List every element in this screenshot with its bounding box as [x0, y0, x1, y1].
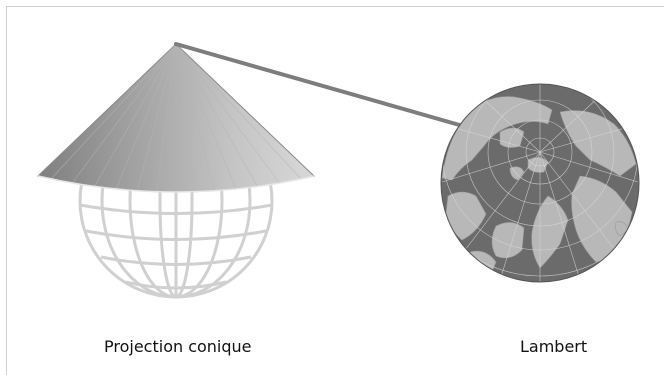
projection-cone: [36, 43, 316, 193]
connector-line: [174, 42, 472, 130]
figure-frame: [6, 6, 664, 375]
lambert-globe: [440, 83, 640, 283]
caption-conic-projection: Projection conique: [104, 337, 252, 356]
caption-lambert: Lambert: [520, 337, 588, 356]
